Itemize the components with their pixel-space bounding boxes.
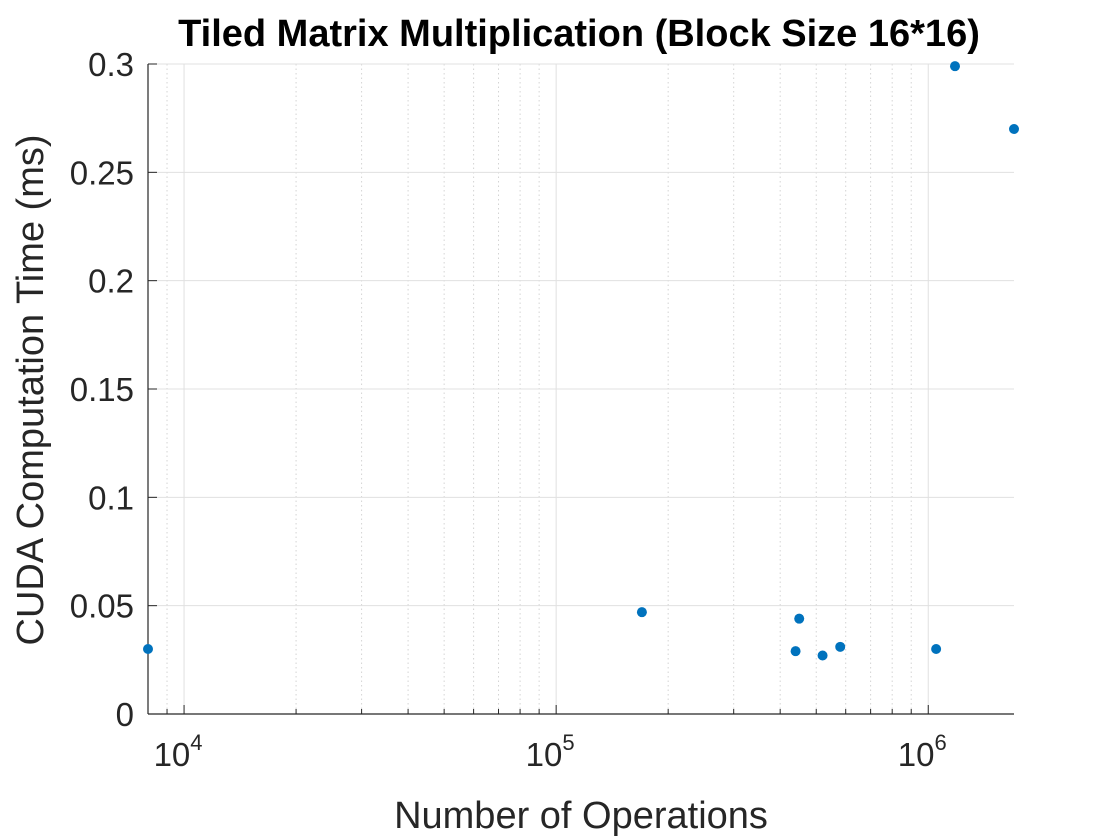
y-tick-label: 0.15 (70, 371, 134, 408)
x-tick-label: 105 (526, 730, 575, 773)
y-axis-label: CUDA Computation Time (ms) (10, 134, 52, 645)
data-point (143, 644, 153, 654)
data-points (143, 61, 1019, 661)
x-axis-label: Number of Operations (394, 795, 768, 837)
y-tick-label: 0 (116, 696, 134, 733)
axes (147, 63, 1014, 715)
data-point (835, 641, 846, 652)
chart-title: Tiled Matrix Multiplication (Block Size … (178, 13, 980, 55)
data-point (794, 613, 805, 624)
y-tick-label: 0.2 (88, 263, 134, 300)
y-tick-label: 0.3 (88, 46, 134, 83)
data-point (931, 644, 942, 654)
y-tick-label: 0.25 (70, 154, 134, 191)
x-tick-label: 104 (154, 730, 203, 773)
data-point (790, 646, 801, 657)
x-tick-label: 106 (898, 730, 947, 773)
data-point (636, 607, 647, 618)
data-point (817, 650, 828, 661)
data-point (949, 61, 960, 72)
data-point (1009, 124, 1019, 134)
tick-labels: 104 105 106 0 0.05 0.1 0.15 0.2 0.25 0.3 (70, 46, 947, 773)
grid-lines (148, 63, 1014, 715)
y-tick-label: 0.05 (70, 588, 134, 625)
y-tick-label: 0.1 (88, 479, 134, 516)
